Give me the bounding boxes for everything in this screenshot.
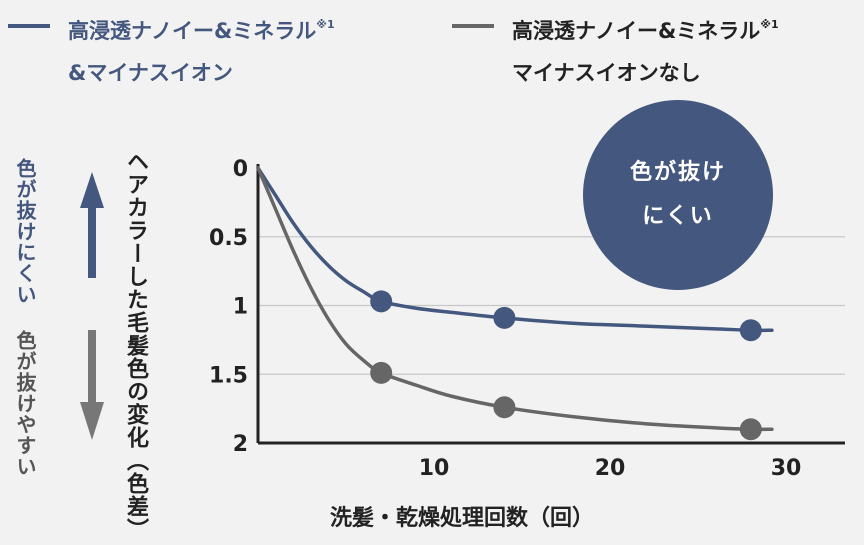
badge-circle: 色が抜け にくい (583, 100, 773, 290)
legend-series-1-line1: 高浸透ナノイー&ミネラル※1 (68, 18, 335, 43)
y-tick-label: 2 (233, 432, 248, 457)
up-arrow-head (80, 172, 104, 208)
series-2-point-1 (370, 361, 393, 384)
series-1-point-2 (493, 306, 516, 329)
y-tick-label: 0 (233, 157, 248, 182)
series-2-point-2 (493, 396, 516, 419)
legend-line-2 (452, 24, 494, 28)
side-label-up: 色が抜けにくい (13, 158, 37, 305)
y-tick-label: 1 (233, 295, 248, 320)
badge-line1: 色が抜け (629, 160, 726, 185)
x-tick-label: 20 (595, 456, 626, 481)
legend-series-1: 高浸透ナノイー&ミネラル※1 &マイナスイオン (8, 4, 335, 94)
series-1-line (256, 166, 774, 333)
x-tick-label: 10 (419, 456, 450, 481)
legend-line-1 (8, 24, 50, 28)
series-2-line (256, 166, 774, 432)
legend-series-2: 高浸透ナノイー&ミネラル※1 マイナスイオンなし (452, 4, 779, 94)
x-tick-label: 30 (771, 456, 802, 481)
legend-series-2-line2: マイナスイオンなし (512, 61, 701, 85)
y-tick-label: 0.5 (209, 226, 248, 251)
x-axis-label: 洗髪・乾燥処理回数（回） (330, 506, 595, 531)
badge-line2: にくい (642, 204, 714, 229)
legend-series-2-line1: 高浸透ナノイー&ミネラル※1 (512, 18, 779, 43)
series-1-point-3 (739, 319, 762, 342)
legend-series-1-line2: &マイナスイオン (68, 61, 233, 85)
series-2-point-3 (739, 418, 762, 441)
y-tick-label: 1.5 (209, 363, 248, 388)
down-arrow-head (80, 402, 104, 440)
series-1-point-1 (370, 290, 393, 313)
side-label-down: 色が抜けやすい (13, 330, 37, 477)
